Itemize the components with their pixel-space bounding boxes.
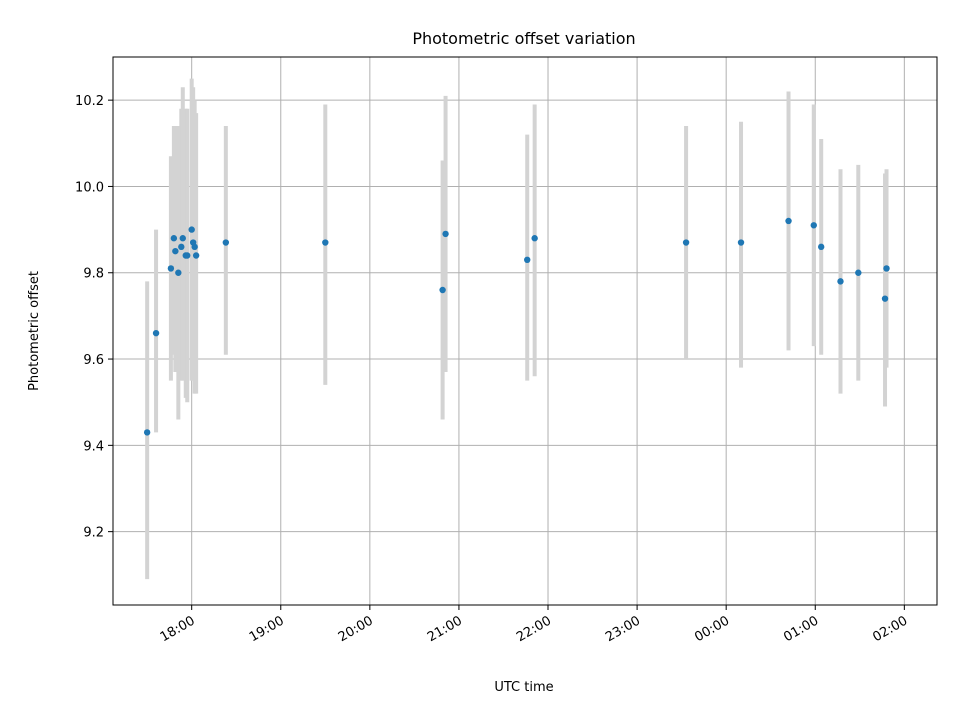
data-point [172, 247, 179, 255]
data-point [524, 256, 531, 264]
data-point [222, 239, 230, 246]
data-point [143, 429, 151, 436]
y-tick-label: 9.6 [83, 353, 104, 368]
x-axis-label: UTC time [494, 680, 553, 695]
data-point [785, 217, 792, 225]
chart-title: Photometric offset variation [412, 29, 635, 48]
y-tick-label: 9.2 [83, 526, 104, 541]
data-point [531, 235, 538, 242]
data-point [179, 235, 186, 242]
data-point [188, 226, 195, 233]
plot-frame [112, 56, 938, 606]
data-point [152, 329, 160, 337]
data-points [143, 217, 890, 436]
y-tick-label: 10.2 [75, 94, 104, 109]
data-point [883, 265, 890, 272]
data-point [810, 222, 817, 229]
data-point [439, 286, 446, 294]
y-axis-ticks: 9.2 9.4 9.6 9.8 10.0 10.2 [75, 94, 113, 541]
data-point [178, 243, 185, 251]
grid [113, 57, 937, 605]
y-tick-label: 9.4 [83, 439, 104, 454]
data-point [881, 295, 889, 302]
data-point [737, 239, 745, 246]
data-point [322, 239, 329, 246]
y-tick-label: 9.8 [83, 267, 104, 282]
data-point [191, 243, 198, 251]
data-point [175, 269, 182, 276]
data-point [817, 243, 825, 251]
y-tick-label: 10.0 [75, 180, 104, 195]
data-point [442, 230, 449, 238]
data-point [837, 278, 844, 285]
data-point [682, 239, 690, 246]
data-point [192, 252, 200, 259]
data-point [184, 252, 191, 259]
data-point [170, 235, 178, 242]
data-point [855, 269, 862, 276]
y-axis-label: Photometric offset [27, 271, 42, 391]
data-point [167, 265, 175, 272]
